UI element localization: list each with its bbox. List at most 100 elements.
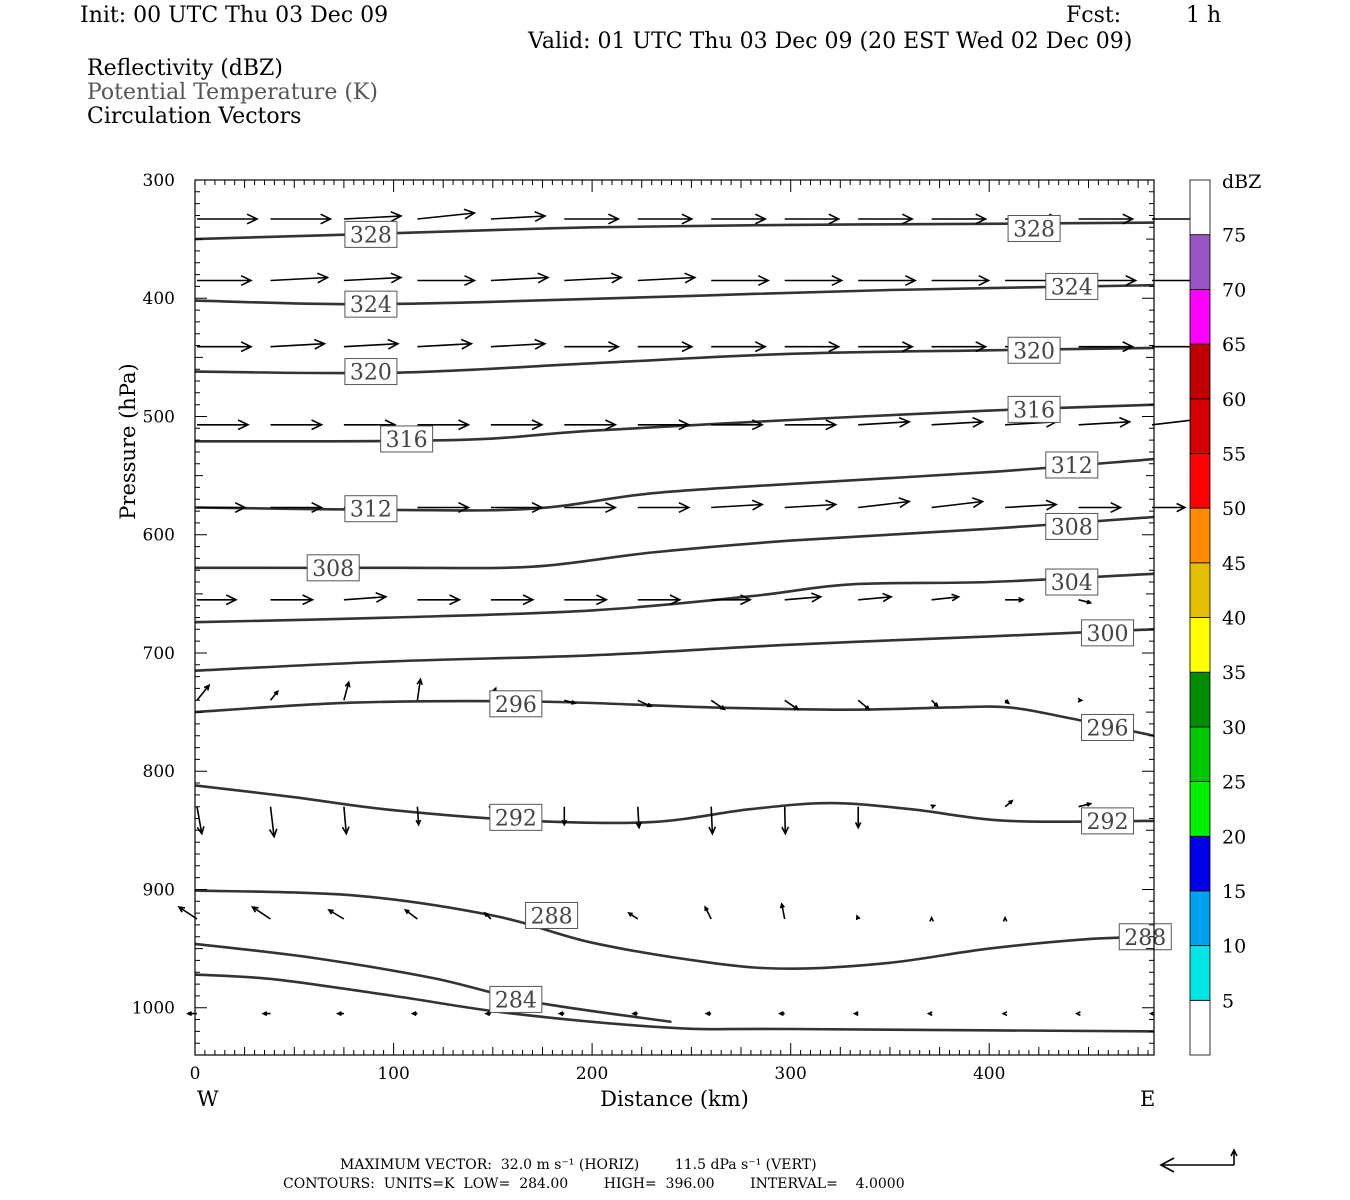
vector-arrow-7-7 (708, 806, 717, 836)
vector-arrow-4-6 (637, 501, 691, 514)
vector-arrow-4-10 (931, 497, 985, 509)
contour-label-box-308-0 (306, 554, 360, 582)
contour-label-box-324-1 (1045, 272, 1099, 300)
vector-arrow-4-12 (1078, 501, 1123, 514)
vector-arrow-8-9 (855, 914, 861, 921)
vector-arrow-9-4 (484, 1011, 491, 1017)
vector-arrow-2-6 (637, 341, 694, 353)
vector-arrow-4-9 (858, 497, 912, 509)
vector-arrow-0-6 (637, 213, 694, 225)
vector-arrow-8-4 (483, 911, 492, 920)
x-tick-label-300: 300 (774, 1064, 806, 1084)
vector-arrow-3-6 (637, 419, 691, 431)
vector-arrow-7-8 (781, 806, 790, 836)
field-circulation-vectors: Circulation Vectors (87, 104, 302, 129)
vector-arrow-5-4 (490, 594, 535, 606)
colorbar-label-5: 5 (1222, 990, 1234, 1012)
vector-arrow-5-6 (637, 594, 682, 606)
vector-arrow-6-0 (196, 683, 211, 701)
vector-arrow-1-4 (490, 272, 550, 284)
vector-arrow-4-11 (1005, 499, 1058, 511)
contour-label-box-328-1 (1007, 214, 1061, 242)
contour-label-324-0: 324 (350, 293, 392, 318)
contour-label-304-0: 304 (1051, 571, 1093, 596)
plot-frame (194, 179, 1155, 1056)
vector-arrow-3-9 (858, 416, 912, 428)
x-tick-label-400: 400 (973, 1064, 1005, 1084)
vector-arrow-6-1 (269, 689, 279, 701)
colorbar-label-15: 15 (1222, 881, 1246, 903)
colorbar-label-65: 65 (1222, 334, 1246, 356)
vector-arrow-2-10 (931, 341, 988, 353)
vector-arrow-5-3 (417, 594, 462, 606)
colorbar-label-50: 50 (1222, 498, 1246, 520)
vector-arrow-2-1 (270, 338, 327, 350)
colorbar-bin-13 (1189, 288, 1211, 345)
vector-arrow-9-9 (852, 1011, 859, 1017)
contour-label-box-316-1 (1007, 395, 1061, 423)
contour-label-288-0: 288 (531, 904, 573, 929)
vector-arrow-1-3 (417, 274, 477, 287)
contour-label-328-0: 328 (350, 223, 392, 248)
contour-label-320-0: 320 (350, 361, 392, 386)
contour-label-box-328-0 (344, 220, 398, 248)
vector-arrow-3-5 (564, 419, 618, 431)
vector-arrow-4-13 (1152, 502, 1187, 513)
vector-arrow-5-0 (197, 594, 238, 606)
colorbar-label-70: 70 (1222, 279, 1246, 301)
colorbar-bin-4 (1189, 781, 1211, 837)
vector-arrow-9-5 (557, 1011, 565, 1017)
contour-label-312-1: 312 (1051, 454, 1093, 479)
vector-arrow-0-7 (711, 213, 768, 225)
vector-arrow-7-11 (1004, 799, 1014, 808)
colorbar-label-10: 10 (1222, 936, 1246, 958)
field-potential-temperature: Potential Temperature (K) (87, 80, 378, 105)
contour-labels: 328 328 324 324 320 320 316 316 312 312 308 308 304 3… (306, 214, 1172, 1013)
y-tick-label-900: 900 (143, 880, 175, 900)
colorbar-bin-11 (1189, 398, 1211, 454)
contour-label-300-0: 300 (1087, 622, 1129, 647)
contour-280 (194, 973, 1155, 1033)
contour-300 (194, 628, 1155, 672)
contour-label-box-300-0 (1081, 619, 1135, 647)
vector-arrow-3-3 (417, 419, 471, 431)
vector-arrow-3-0 (197, 419, 250, 431)
colorbar-bin-2 (1189, 890, 1211, 947)
contour-304 (194, 572, 1155, 624)
x-axis-label: Distance (km) (600, 1087, 749, 1111)
vector-arrow-5-2 (343, 591, 388, 603)
colorbar-label-60: 60 (1222, 389, 1246, 411)
contour-label-324-1: 324 (1051, 275, 1093, 300)
vector-arrow-4-0 (197, 501, 247, 514)
x-tick-label-0: 0 (190, 1064, 201, 1084)
contour-label-box-324-0 (344, 290, 398, 318)
vector-arrow-7-0 (196, 806, 205, 836)
y-tick-label-600: 600 (143, 526, 175, 546)
contour-label-308-0: 308 (312, 557, 354, 582)
reference-vector-arrow (1159, 1148, 1238, 1173)
vector-arrow-7-9 (854, 806, 862, 830)
vector-arrow-9-3 (410, 1011, 418, 1017)
vector-arrow-1-2 (343, 272, 403, 284)
contour-label-316-0: 316 (386, 428, 428, 453)
vector-arrow-2-0 (197, 341, 253, 353)
vector-arrow-8-7 (704, 905, 712, 920)
vector-arrow-6-3 (416, 677, 423, 701)
vector-arrow-2-5 (564, 341, 621, 353)
colorbar-bin-10 (1189, 453, 1211, 509)
vector-arrow-6-12 (1077, 697, 1084, 703)
contour-label-288-1: 288 (1124, 926, 1166, 951)
vector-arrow-5-8 (784, 592, 823, 603)
colorbar-label-40: 40 (1222, 608, 1246, 630)
vector-arrow-2-4 (490, 338, 547, 350)
vector-arrow-0-0 (197, 213, 259, 225)
vector-arrow-5-7 (711, 594, 753, 606)
vector-arrow-9-8 (778, 1011, 785, 1017)
vector-arrow-1-9 (858, 274, 918, 287)
vector-arrow-3-8 (784, 419, 838, 431)
vector-arrow-8-11 (1002, 915, 1008, 922)
contour-info-note: CONTOURS: UNITS=K LOW= 284.00 HIGH= 396.… (283, 1176, 905, 1192)
contour-label-296-1: 296 (1087, 716, 1129, 741)
contour-284 (194, 942, 672, 1024)
